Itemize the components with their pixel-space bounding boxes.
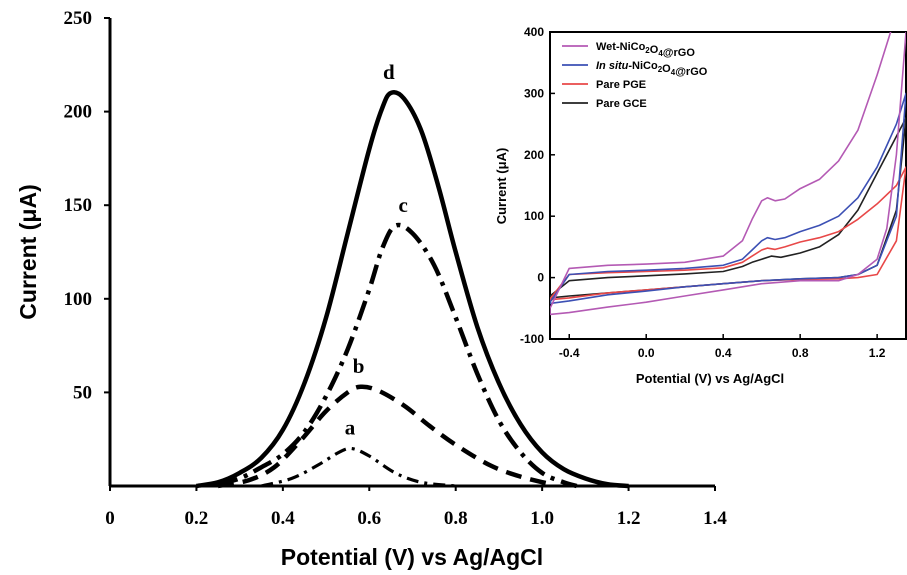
curve-label-c: c — [399, 193, 408, 217]
legend-entry: In situ-NiCo2O4@rGO — [596, 60, 708, 78]
main-x-tick-label: 0.2 — [185, 508, 209, 529]
curve-label-d: d — [383, 60, 395, 84]
inset-y-tick-label: 0 — [537, 271, 544, 285]
main-y-axis-label: Current (μA) — [15, 184, 41, 319]
main-y-tick-label: 50 — [73, 382, 92, 403]
main-y-tick-label: 150 — [64, 195, 93, 216]
inset-y-axis-label: Current (μA) — [494, 148, 509, 225]
main-y-tick-label: 250 — [64, 8, 93, 29]
inset-x-tick-label: 0.0 — [638, 346, 655, 360]
main-x-tick-label: 0.6 — [357, 508, 381, 529]
inset-y-tick-label: 300 — [524, 86, 544, 100]
main-x-tick-label: 1.2 — [617, 508, 641, 529]
legend-entry: Pare GCE — [596, 98, 647, 110]
main-y-tick-label: 200 — [64, 102, 93, 123]
main-series-b — [217, 384, 552, 489]
inset-series-group — [550, 32, 906, 316]
inset-y-tick-label: 200 — [524, 148, 544, 162]
main-x-tick-label: 0.8 — [444, 508, 468, 529]
inset-y-tick-label: 100 — [524, 209, 544, 223]
main-x-ticks: 0 0.2 0.4 0.6 0.8 1.0 1.2 1.4 — [105, 486, 727, 529]
legend-entry: Pare PGE — [596, 79, 646, 91]
main-x-tick-label: 1.4 — [703, 508, 727, 529]
inset-frame — [549, 31, 907, 340]
inset-chart: 400 300 200 100 0 -100 -0.4 0.0 0.4 0.8 1.2 Wet-N… — [494, 25, 907, 386]
inset-x-tick-label: -0.4 — [559, 346, 580, 360]
inset-x-tick-label: 1.2 — [869, 346, 886, 360]
main-x-axis-label: Potential (V) vs Ag/AgCl — [281, 544, 543, 570]
inset-y-tick-label: -100 — [520, 332, 544, 346]
inset-series-line — [550, 92, 906, 305]
inset-x-tick-label: 0.4 — [715, 346, 732, 360]
inset-x-tick-label: 0.8 — [792, 346, 809, 360]
inset-y-tick-label: 400 — [524, 25, 544, 39]
main-x-tick-label: 0 — [105, 508, 115, 529]
main-y-ticks: 50 100 150 200 250 — [64, 8, 110, 403]
main-annotations: a b c d — [345, 60, 408, 440]
inset-y-ticks: 400 300 200 100 0 -100 — [520, 25, 555, 346]
main-series-group — [196, 89, 629, 489]
main-series-a — [260, 446, 456, 488]
curve-label-a: a — [345, 416, 356, 440]
main-chart: 50 100 150 200 250 0 0.2 0.4 0.6 0.8 1.0 1.2 1.4 a b… — [15, 8, 727, 570]
inset-series-line — [550, 32, 906, 316]
main-y-tick-label: 100 — [64, 289, 93, 310]
legend-entry: Wet-NiCo2O4@rGO — [596, 41, 695, 59]
main-series-d — [196, 89, 629, 489]
main-x-tick-label: 1.0 — [530, 508, 554, 529]
main-x-tick-label: 0.4 — [271, 508, 295, 529]
inset-x-ticks: -0.4 0.0 0.4 0.8 1.2 — [559, 334, 886, 360]
inset-x-axis-label: Potential (V) vs Ag/AgCl — [636, 371, 784, 386]
curve-label-b: b — [353, 354, 365, 378]
